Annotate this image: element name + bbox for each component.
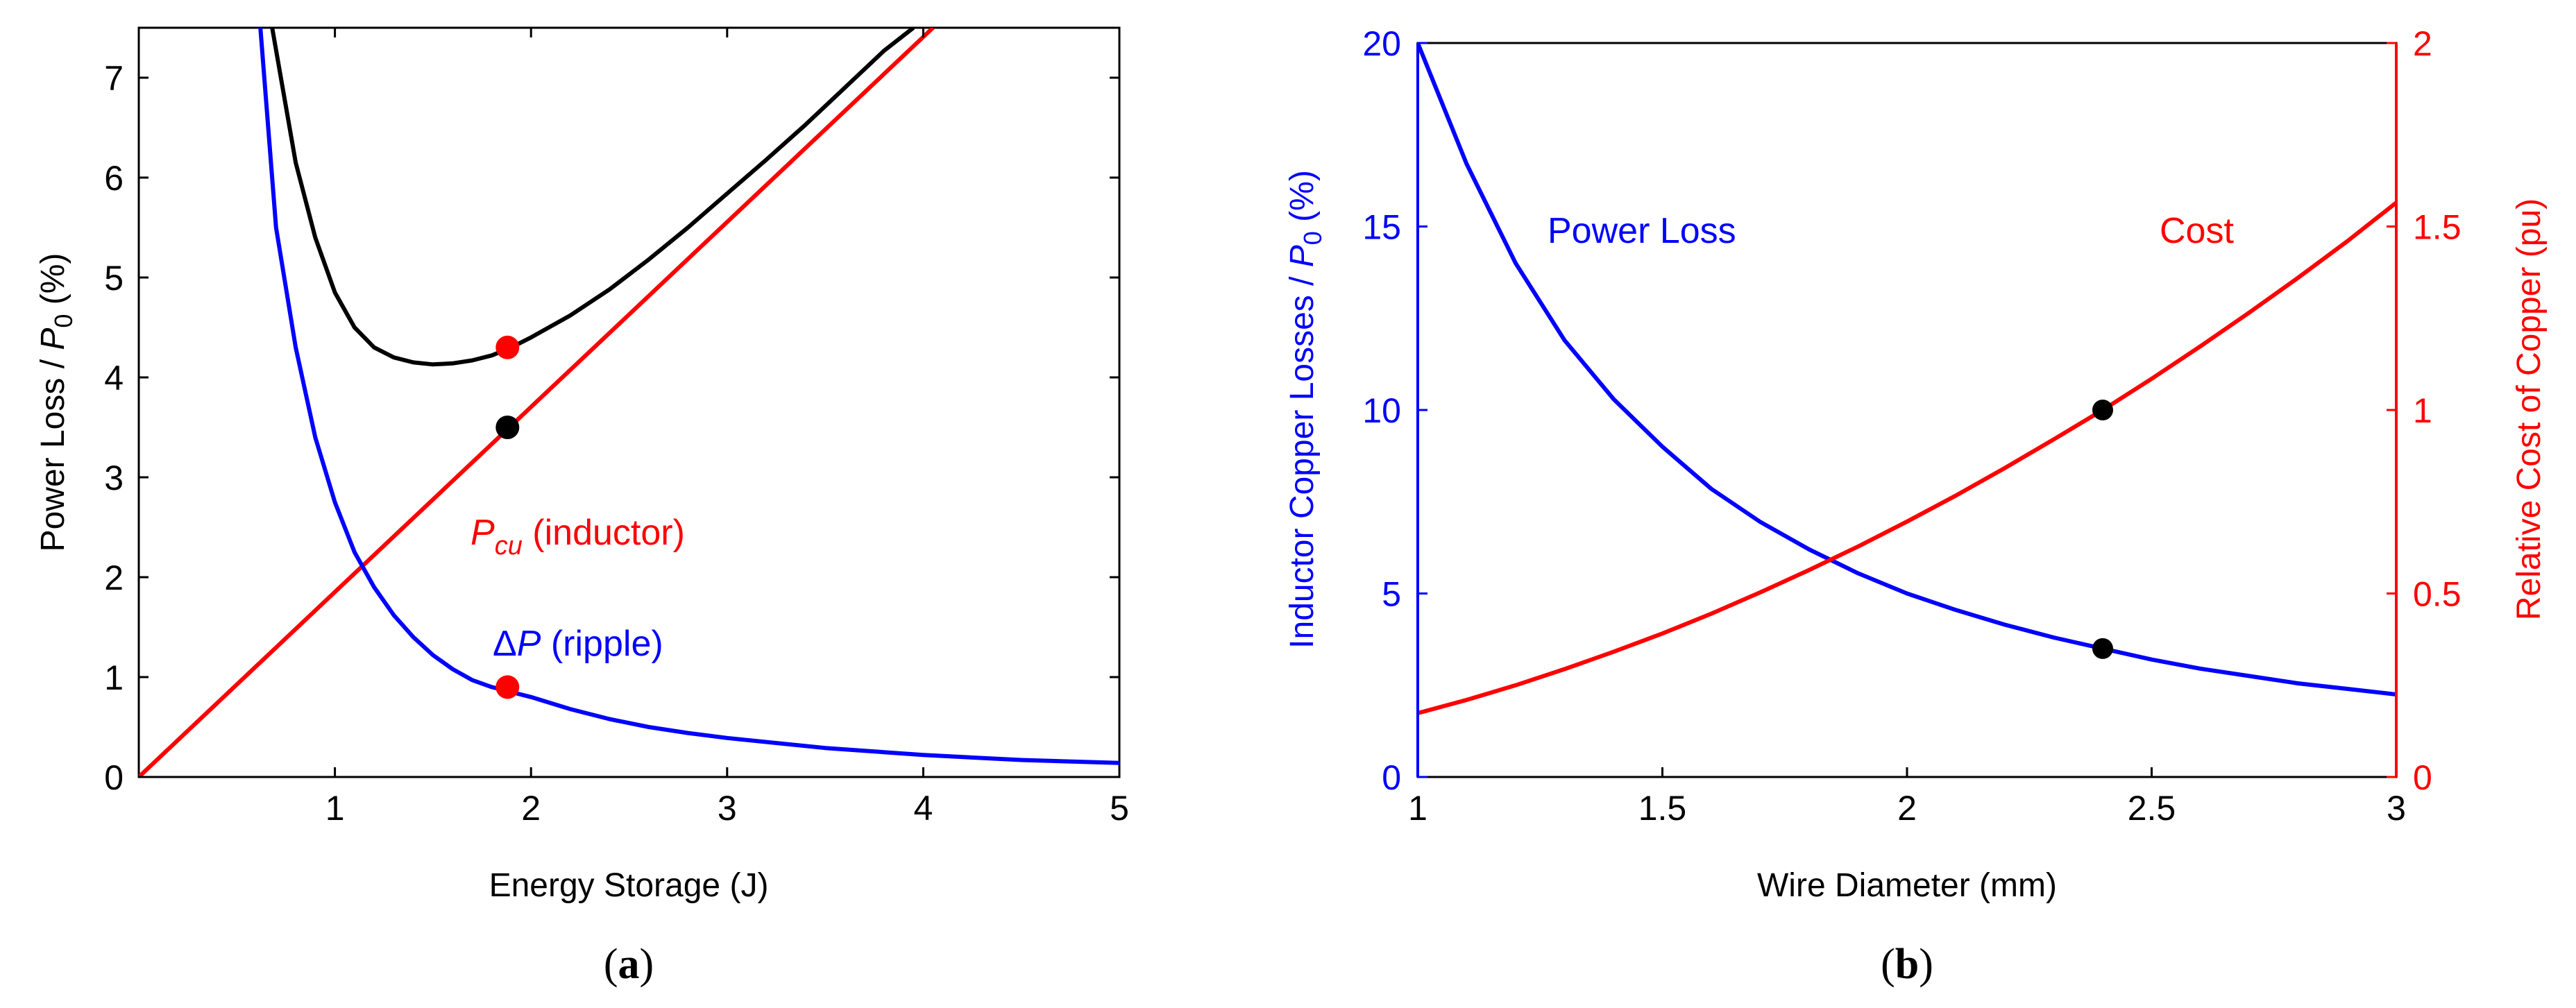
series-cost-line: [1418, 200, 2396, 715]
series-total-line: [270, 28, 915, 367]
x-tick-label: 5: [1110, 789, 1129, 828]
series-power-loss-line: [1418, 43, 2396, 697]
marker-point-1: [495, 335, 520, 359]
x-axis-label-a: Energy Storage (J): [489, 867, 769, 904]
x-tick-label: 1: [1408, 789, 1427, 828]
x-tick-label: 2: [1897, 789, 1917, 828]
caption-a: (a): [604, 941, 654, 988]
series-ripple-line: [258, 28, 1119, 765]
marker-point-2: [495, 416, 520, 439]
y-tick-label: 7: [104, 59, 124, 98]
x-tick-label: 3: [718, 789, 737, 828]
x-tick-label: 1: [325, 789, 345, 828]
plot-a-frame: [137, 26, 1121, 778]
y-tick-label: 3: [104, 459, 124, 497]
y-tick-label: 0: [104, 758, 124, 797]
y-tick-label-left: 10: [1362, 391, 1401, 430]
y-tick-label-left: 0: [1382, 758, 1401, 797]
x-tick-label: 4: [913, 789, 933, 828]
y-tick-label-right: 1: [2413, 391, 2432, 430]
panel-a: 1 2 3 4 5 0 1 2 3 4 5 6 7 Pcu (inductor) ΔP (ripple…: [35, 26, 1129, 988]
x-tick-label: 2: [521, 789, 541, 828]
marker-point-1: [2092, 400, 2113, 420]
y-axis-label-left-b: Inductor Copper Losses / P0 (%): [1284, 170, 1327, 649]
y-axis-label-right-b: Relative Cost of Copper (pu): [2511, 198, 2548, 620]
y-tick-label-right: 1.5: [2413, 208, 2461, 247]
y-tick-label-right: 2: [2413, 24, 2432, 63]
y-tick-label: 1: [104, 658, 124, 697]
x-tick-label: 2.5: [2128, 789, 2176, 828]
y-tick-label: 5: [104, 259, 124, 298]
marker-point-2: [2092, 638, 2113, 659]
x-tick-label: 1.5: [1638, 789, 1687, 828]
y-tick-label-right: 0.5: [2413, 575, 2461, 614]
caption-b: (b): [1881, 941, 1933, 988]
y-tick-label: 2: [104, 558, 124, 597]
y-tick-label-left: 15: [1362, 208, 1401, 247]
plot-b-frame: [1416, 42, 2398, 778]
x-axis-label-b: Wire Diameter (mm): [1757, 867, 2057, 904]
y-tick-label: 4: [104, 359, 124, 398]
y-tick-label-left: 5: [1382, 575, 1401, 614]
annotation-power-loss: Power Loss: [1548, 211, 1736, 251]
annotation-pcu: Pcu (inductor): [471, 513, 685, 561]
y-axis-label-a: Power Loss / P0 (%): [35, 253, 78, 552]
x-tick-label: 3: [2387, 789, 2406, 828]
annotation-delta-p: ΔP (ripple): [493, 624, 663, 664]
marker-point-3: [495, 675, 520, 699]
y-tick-label-left: 20: [1362, 24, 1401, 63]
y-tick-label: 6: [104, 159, 124, 198]
annotation-cost: Cost: [2160, 211, 2234, 251]
y-tick-label-right: 0: [2413, 758, 2432, 797]
series-inductor-line: [139, 28, 935, 777]
